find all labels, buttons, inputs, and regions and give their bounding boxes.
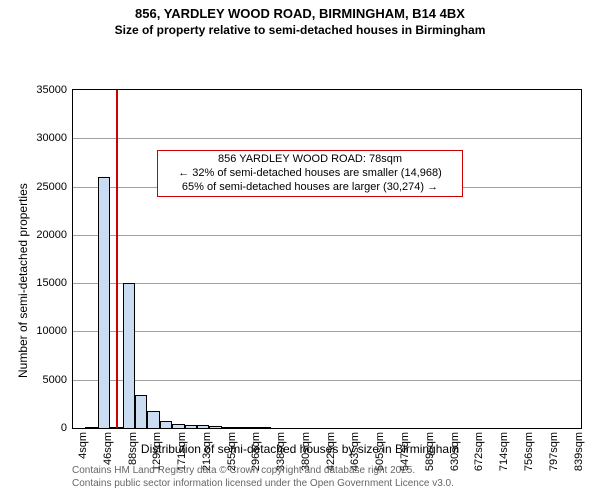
histogram-bar bbox=[160, 421, 172, 428]
y-tick-label: 25000 bbox=[36, 181, 73, 193]
y-tick-label: 20000 bbox=[36, 229, 73, 241]
gridline bbox=[73, 283, 581, 284]
y-tick-label: 15000 bbox=[36, 277, 73, 289]
annotation-line-2: ← 32% of semi-detached houses are smalle… bbox=[162, 167, 458, 181]
y-tick-label: 35000 bbox=[36, 84, 73, 96]
y-tick-label: 5000 bbox=[43, 374, 73, 386]
gridline bbox=[73, 331, 581, 332]
histogram-bar bbox=[147, 411, 159, 428]
histogram-bar bbox=[98, 177, 110, 428]
footer-line-2: Contains public sector information licen… bbox=[72, 477, 454, 490]
annotation-line-3: 65% of semi-detached houses are larger (… bbox=[162, 181, 458, 195]
plot-area: 05000100001500020000250003000035000 4sqm… bbox=[72, 89, 582, 429]
page-title: 856, YARDLEY WOOD ROAD, BIRMINGHAM, B14 … bbox=[0, 0, 600, 21]
gridline bbox=[73, 380, 581, 381]
y-tick-label: 0 bbox=[61, 422, 73, 434]
gridline bbox=[73, 235, 581, 236]
annotation-line-1: 856 YARDLEY WOOD ROAD: 78sqm bbox=[162, 153, 458, 167]
page-subtitle: Size of property relative to semi-detach… bbox=[0, 21, 600, 37]
footer-line-1: Contains HM Land Registry data © Crown c… bbox=[72, 464, 454, 477]
y-tick-label: 10000 bbox=[36, 325, 73, 337]
histogram-bar bbox=[123, 283, 135, 428]
y-axis-label: Number of semi-detached properties bbox=[16, 183, 30, 378]
x-axis-label: Distribution of semi-detached houses by … bbox=[0, 442, 600, 456]
footer: Contains HM Land Registry data © Crown c… bbox=[72, 464, 454, 490]
y-tick-label: 30000 bbox=[36, 132, 73, 144]
gridline bbox=[73, 138, 581, 139]
marker-line bbox=[116, 90, 118, 428]
annotation-box: 856 YARDLEY WOOD ROAD: 78sqm ← 32% of se… bbox=[157, 150, 463, 197]
histogram-bar bbox=[135, 395, 147, 428]
